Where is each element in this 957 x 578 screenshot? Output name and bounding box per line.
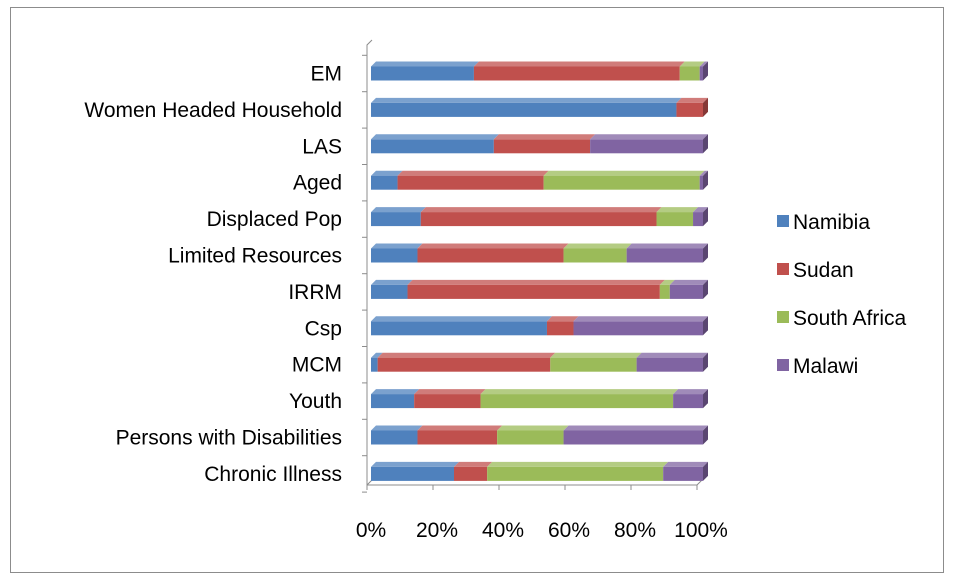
bar-segment-sudan — [473, 61, 685, 81]
bar-end-face — [703, 134, 708, 154]
bar-segment-south-africa — [656, 207, 699, 227]
legend-label: South Africa — [793, 307, 907, 330]
bar-segment-namibia — [371, 389, 420, 409]
bar-segment-malawi — [563, 425, 708, 445]
bar-end-face — [703, 389, 708, 409]
bar-segment-namibia — [371, 207, 426, 227]
bar-segment-sudan — [397, 170, 549, 190]
bar-segment-malawi — [573, 316, 708, 336]
bar-end-face — [703, 425, 708, 445]
category-label: Women Headed Household — [84, 99, 342, 122]
bar-end-face — [703, 97, 708, 117]
x-tick-label: 20% — [416, 519, 458, 542]
bar-segment-sudan — [420, 207, 662, 227]
bar-segment-namibia — [371, 134, 499, 154]
legend-swatch — [777, 311, 789, 323]
bar-end-face — [703, 352, 708, 372]
category-label: IRRM — [288, 281, 342, 304]
bar-segment-namibia — [371, 352, 383, 372]
legend-label: Namibia — [793, 211, 870, 234]
bar-end-face — [703, 461, 708, 481]
bar-segment-namibia — [371, 97, 682, 117]
bar-end-face — [703, 61, 708, 81]
bar-segment-sudan — [676, 97, 708, 117]
bar-segment-namibia — [371, 243, 423, 263]
legend-swatch — [777, 359, 789, 371]
bar-segment-namibia — [371, 461, 459, 481]
bar-segment-sudan — [417, 243, 569, 263]
category-label: Aged — [293, 172, 342, 195]
category-label: Displaced Pop — [207, 208, 342, 231]
category-label: LAS — [302, 135, 342, 158]
x-tick-label: 60% — [548, 519, 590, 542]
bar-segment-malawi — [693, 207, 708, 227]
category-label: MCM — [292, 354, 342, 377]
y-axis-wall — [366, 39, 373, 485]
legend-item-malawi: Malawi — [777, 355, 858, 378]
bar-segment-malawi — [699, 170, 708, 190]
x-tick-label: 100% — [674, 519, 728, 542]
x-tick-label: 0% — [356, 519, 386, 542]
bar-end-face — [703, 243, 708, 263]
legend-item-sudan: Sudan — [777, 259, 854, 282]
category-label: Youth — [289, 390, 342, 413]
category-label: Persons with Disabilities — [116, 427, 342, 450]
bar-segment-south-africa — [497, 425, 569, 445]
bar-end-face — [703, 170, 708, 190]
bar-end-face — [703, 316, 708, 336]
x-tick-label: 80% — [614, 519, 656, 542]
bar-segment-malawi — [590, 134, 708, 154]
bar-segment-malawi — [663, 461, 708, 481]
bar-end-face — [703, 279, 708, 299]
bar-segment-south-africa — [659, 279, 675, 299]
x-tick-label: 40% — [482, 519, 524, 542]
bar-segment-namibia — [371, 279, 413, 299]
category-label: Csp — [305, 317, 342, 340]
legend-item-namibia: Namibia — [777, 211, 870, 234]
bar-segment-south-africa — [543, 170, 705, 190]
bar-segment-namibia — [371, 316, 552, 336]
bar-segment-south-africa — [487, 461, 669, 481]
bar-segment-namibia — [371, 425, 423, 445]
category-label: EM — [311, 63, 343, 86]
bar-segment-malawi — [699, 61, 708, 81]
bar-segment-sudan — [407, 279, 665, 299]
legend-label: Malawi — [793, 355, 858, 378]
bar-segment-namibia — [371, 170, 403, 190]
bar-segment-malawi — [669, 279, 708, 299]
legend-swatch — [777, 263, 789, 275]
bar-segment-south-africa — [679, 61, 705, 81]
bar-segment-malawi — [673, 389, 708, 409]
bar-segment-south-africa — [550, 352, 642, 372]
bar-segment-sudan — [414, 389, 486, 409]
bar-segment-sudan — [417, 425, 503, 445]
legend-swatch — [777, 215, 789, 227]
bar-segment-malawi — [626, 243, 708, 263]
legend-item-south-africa: South Africa — [777, 307, 907, 330]
bar-segment-south-africa — [563, 243, 632, 263]
bar-segment-sudan — [493, 134, 596, 154]
bar-segment-sudan — [546, 316, 579, 336]
category-label: Chronic Illness — [204, 463, 342, 486]
bar-segment-sudan — [377, 352, 556, 372]
bar-segment-sudan — [454, 461, 493, 481]
bar-segment-namibia — [371, 61, 479, 81]
bar-segment-malawi — [636, 352, 708, 372]
category-label: Limited Resources — [168, 245, 342, 268]
bar-end-face — [703, 207, 708, 227]
bar-segment-south-africa — [480, 389, 679, 409]
legend-label: Sudan — [793, 259, 854, 282]
